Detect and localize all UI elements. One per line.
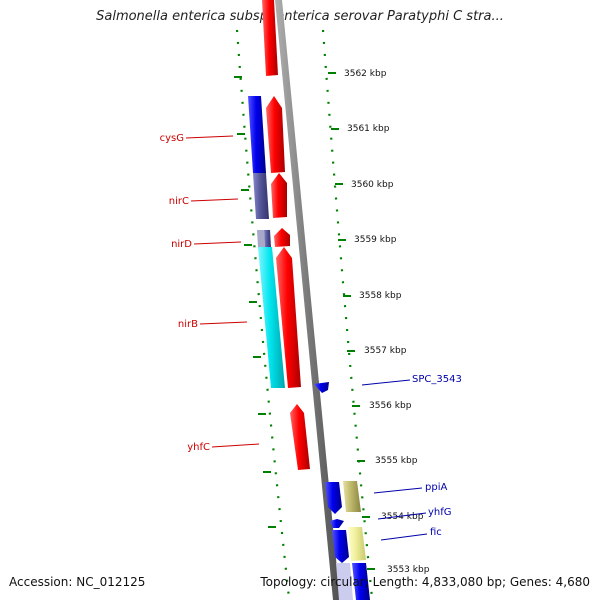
map-title: Salmonella enterica subsp. enterica sero… xyxy=(96,9,504,24)
scale-label: 3558 kbp xyxy=(359,291,402,301)
gene-feature-cysG xyxy=(248,96,266,173)
gene-feature-forward xyxy=(266,96,285,173)
gene-feature-fic xyxy=(332,530,349,563)
left-ticks xyxy=(234,76,276,528)
scale-label: 3561 kbp xyxy=(347,124,390,134)
gene-feature-SPC_3543 xyxy=(314,382,329,393)
gene-feature-ppiA xyxy=(325,482,342,514)
scale-label: 3553 kbp xyxy=(387,565,430,575)
right-gene-labels: SPC_3543 ppiA yhfG fic xyxy=(361,374,462,541)
gene-label-yhfC: yhfC xyxy=(187,442,210,453)
scale-label: 3557 kbp xyxy=(364,346,407,356)
scale-label: 3554 kbp xyxy=(381,512,424,522)
gene-feature-nirD xyxy=(257,230,265,247)
gene-feature-forward xyxy=(262,0,278,76)
gene-label-nirC: nirC xyxy=(169,196,189,207)
scale-label: 3556 kbp xyxy=(369,401,412,411)
left-gene-labels: cysG nirC nirD nirB yhfC xyxy=(160,133,260,453)
gene-feature-forward xyxy=(274,228,290,247)
gene-label-yhfG: yhfG xyxy=(428,507,452,518)
right-ticks xyxy=(328,72,375,570)
accession-text: Accession: NC_012125 xyxy=(9,575,146,589)
topology-text: Topology: circular; Length: 4,833,080 bp… xyxy=(260,575,590,589)
genome-backbone xyxy=(275,0,340,600)
gene-label-nirD: nirD xyxy=(171,239,192,250)
scale-label: 3555 kbp xyxy=(375,456,418,466)
scale-label: 3560 kbp xyxy=(351,180,394,190)
gene-feature-lower-reverse xyxy=(352,563,370,600)
gene-label-cysG: cysG xyxy=(160,133,184,144)
scale-label: 3562 kbp xyxy=(344,69,387,79)
gene-feature-forward xyxy=(271,173,287,218)
gene-feature-khaki xyxy=(343,481,361,512)
scale-label: 3559 kbp xyxy=(354,235,397,245)
gene-label-nirB: nirB xyxy=(178,319,198,330)
gene-feature-yhfG xyxy=(330,519,344,528)
gene-label-ppiA: ppiA xyxy=(425,482,447,493)
scale-labels: 3562 kbp 3561 kbp 3560 kbp 3559 kbp 3558… xyxy=(344,69,430,575)
gene-feature-forward xyxy=(290,404,310,470)
gene-feature-lower-reverse xyxy=(336,563,353,600)
gene-feature-nirD-part xyxy=(264,230,271,247)
gene-feature-nirB xyxy=(258,247,285,388)
gene-feature-forward xyxy=(276,247,301,388)
gene-feature-nirC xyxy=(253,173,269,219)
gene-label-SPC_3543: SPC_3543 xyxy=(412,374,462,385)
gene-feature-pale xyxy=(348,527,366,561)
gene-label-fic: fic xyxy=(430,527,442,538)
